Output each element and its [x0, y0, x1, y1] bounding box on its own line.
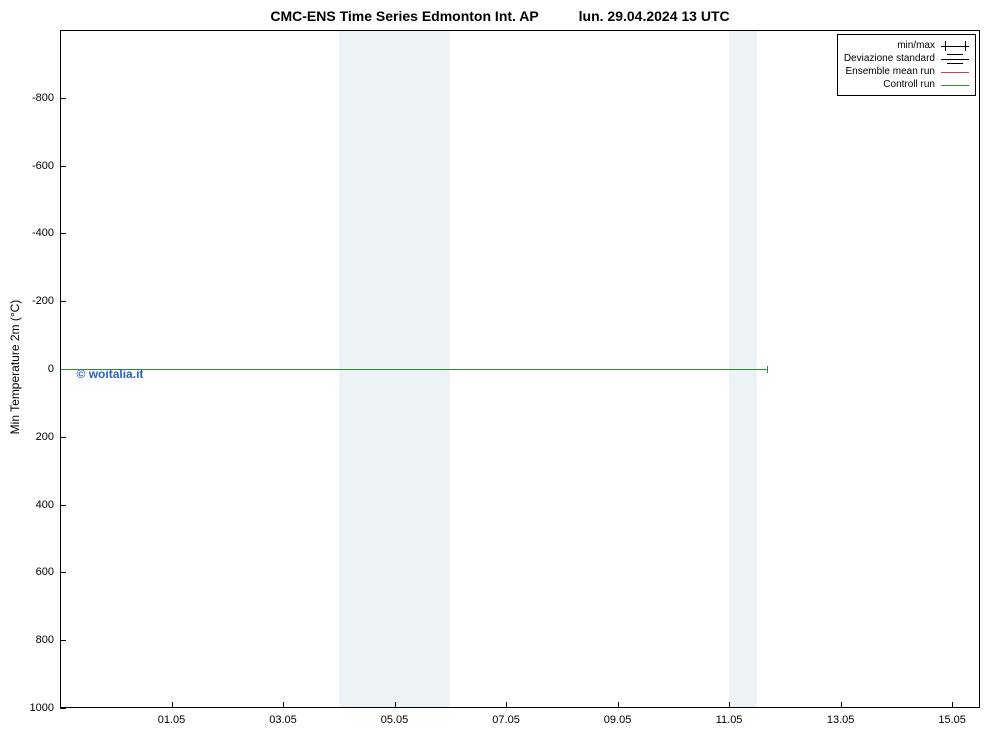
plot-area: -800-600-400-2000200400600800100001.0503… [60, 30, 980, 708]
y-tick [60, 233, 66, 234]
legend-label: min/max [897, 39, 935, 52]
chart-container: CMC-ENS Time Series Edmonton Int. AP lun… [0, 0, 1000, 733]
y-tick-label: -200 [32, 295, 54, 307]
y-tick-label: 800 [36, 634, 54, 646]
y-tick-label: 600 [36, 566, 54, 578]
legend-label: Deviazione standard [844, 52, 935, 65]
legend-item: Ensemble mean run [844, 65, 969, 78]
y-tick [60, 640, 66, 641]
legend-label: Ensemble mean run [846, 65, 936, 78]
x-tick-label: 11.05 [716, 714, 743, 726]
x-tick [172, 702, 173, 708]
y-tick [60, 301, 66, 302]
legend-label: Controll run [883, 78, 935, 91]
legend-item: Deviazione standard [844, 52, 969, 65]
y-tick-label: -400 [32, 227, 54, 239]
legend-item: min/max [844, 39, 969, 52]
y-tick [60, 708, 66, 709]
x-tick [841, 702, 842, 708]
y-tick [60, 572, 66, 573]
controll-run-endcap [767, 366, 768, 373]
y-tick-label: -600 [32, 160, 54, 172]
legend-swatch [941, 80, 969, 90]
x-tick [395, 702, 396, 708]
x-tick-label: 01.05 [158, 714, 186, 726]
x-tick [506, 702, 507, 708]
x-tick-label: 05.05 [381, 714, 409, 726]
x-tick-label: 09.05 [604, 714, 632, 726]
legend-swatch [941, 54, 969, 64]
legend: min/maxDeviazione standardEnsemble mean … [837, 34, 976, 96]
title-left: CMC-ENS Time Series Edmonton Int. AP [270, 8, 538, 24]
x-tick [952, 702, 953, 708]
controll-run-line [60, 369, 768, 370]
legend-item: Controll run [844, 78, 969, 91]
y-tick [60, 437, 66, 438]
y-tick-label: 200 [36, 431, 54, 443]
y-tick-label: -800 [32, 92, 54, 104]
x-tick [618, 702, 619, 708]
y-tick-label: 1000 [30, 702, 54, 714]
x-tick-label: 07.05 [492, 714, 520, 726]
y-tick [60, 505, 66, 506]
watermark: © woitalia.it [77, 367, 144, 381]
y-axis-label: Min Temperature 2m (°C) [8, 299, 22, 434]
legend-swatch [941, 67, 969, 77]
legend-swatch [941, 41, 969, 51]
y-tick [60, 166, 66, 167]
y-tick [60, 98, 66, 99]
x-tick-label: 13.05 [827, 714, 855, 726]
x-tick [729, 702, 730, 708]
x-tick-label: 15.05 [938, 714, 966, 726]
y-tick-label: 0 [48, 363, 54, 375]
title-right: lun. 29.04.2024 13 UTC [579, 8, 730, 24]
chart-title: CMC-ENS Time Series Edmonton Int. AP lun… [0, 8, 1000, 24]
x-tick-label: 03.05 [269, 714, 297, 726]
x-tick [283, 702, 284, 708]
y-tick-label: 400 [36, 499, 54, 511]
